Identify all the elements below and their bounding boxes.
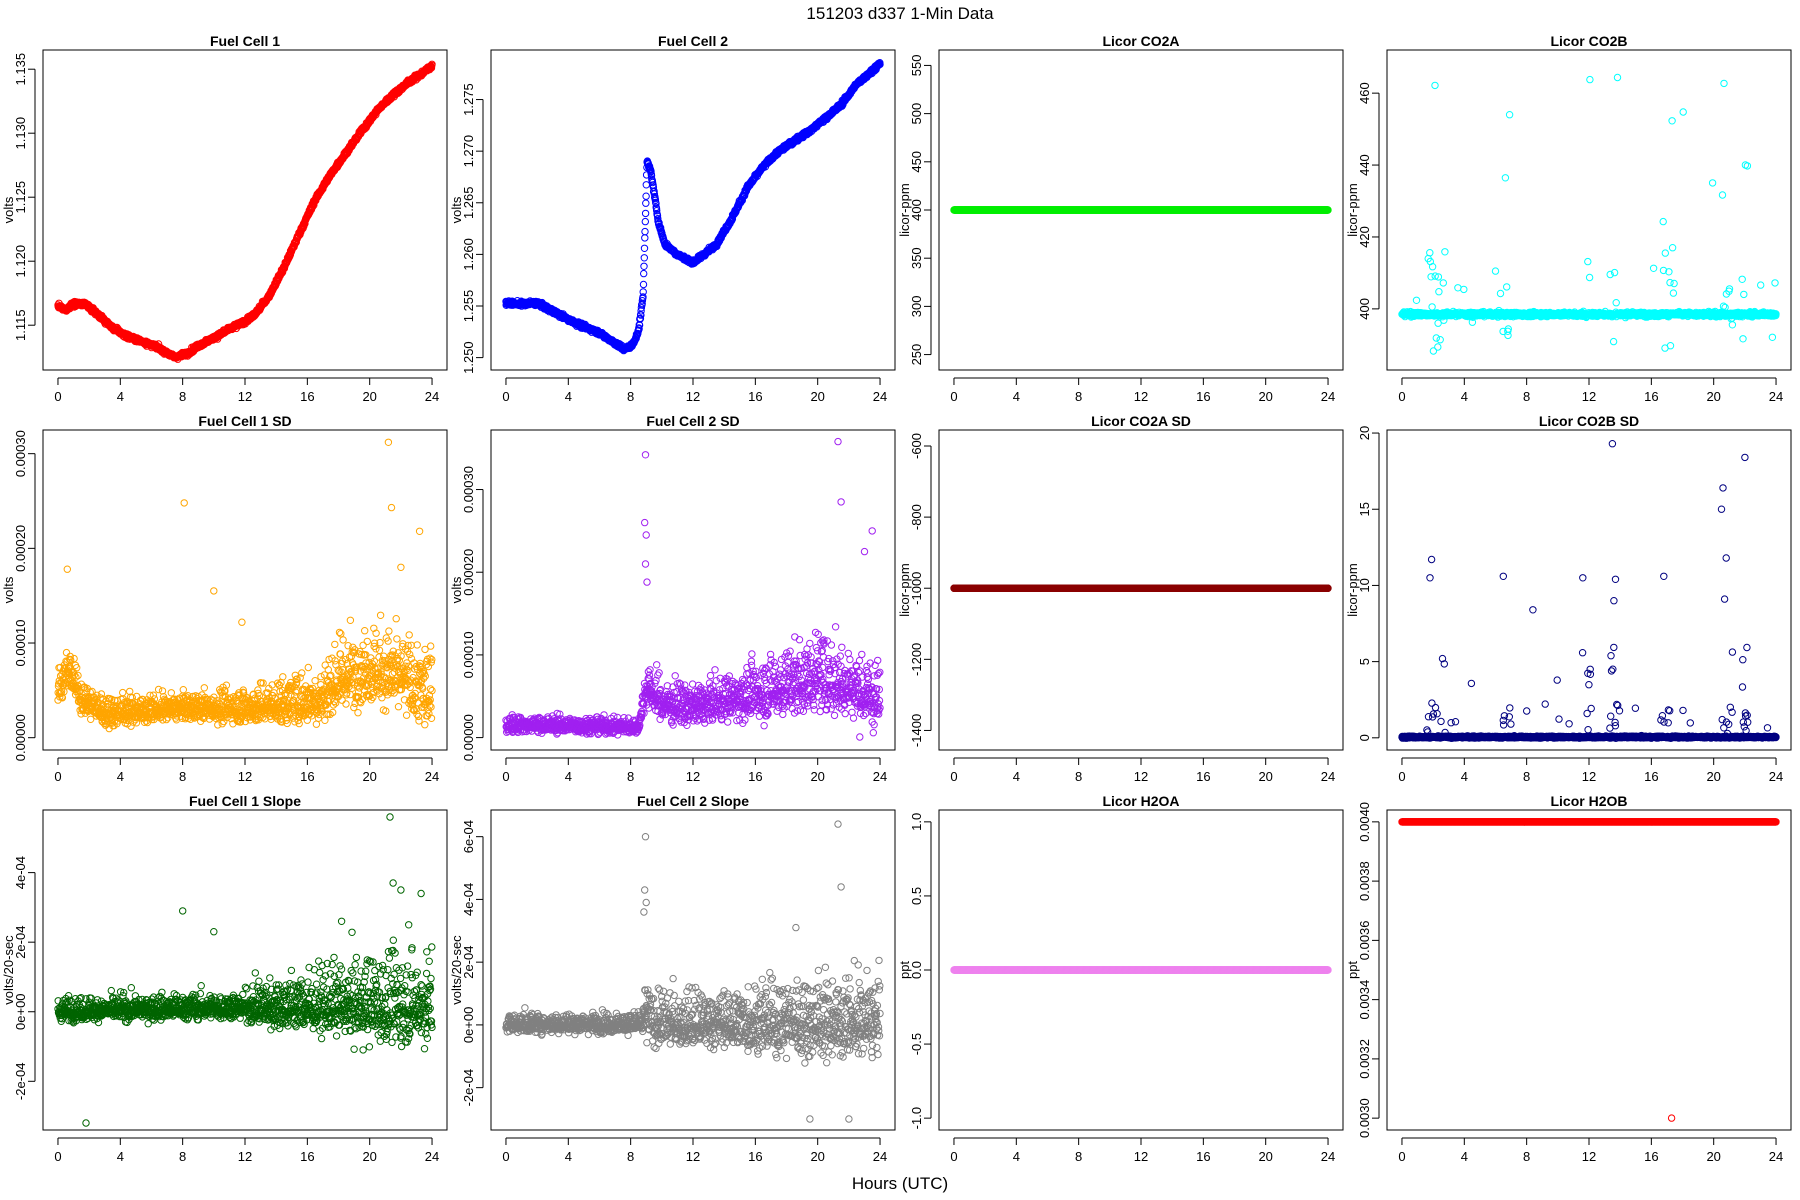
- data-point: [640, 244, 649, 253]
- data-point: [1436, 336, 1444, 344]
- data-point: [1435, 288, 1443, 296]
- data-point: [641, 227, 649, 236]
- data-point: [1503, 283, 1511, 291]
- x-tick-label: 8: [627, 389, 634, 404]
- y-tick-label: 1.130: [13, 117, 28, 150]
- data-point: [642, 199, 650, 207]
- x-tick-label: 8: [179, 389, 186, 404]
- data-point: [642, 181, 650, 189]
- x-tick-label: 4: [117, 389, 124, 404]
- x-tick-label: 0: [950, 389, 957, 404]
- x-tick-label: 8: [1075, 389, 1082, 404]
- x-tick-label: 12: [686, 389, 700, 404]
- x-tick-label: 16: [300, 389, 314, 404]
- y-tick-label: 350: [909, 247, 924, 269]
- point-cloud: [1398, 73, 1780, 355]
- x-tick-label: 24: [1321, 389, 1335, 404]
- data-point: [1501, 174, 1510, 182]
- y-tick-label: 1.255: [461, 290, 476, 323]
- y-tick-label: 450: [909, 151, 924, 173]
- figure-x-axis-title: Hours (UTC): [852, 1174, 948, 1193]
- x-tick-label: 4: [1013, 389, 1020, 404]
- data-point: [1434, 343, 1442, 351]
- point-cloud: [502, 59, 884, 355]
- data-point: [1426, 249, 1434, 257]
- y-tick-label: 1.120: [13, 245, 28, 278]
- x-tick-label: 4: [565, 389, 572, 404]
- y-tick-label: 300: [909, 296, 924, 318]
- data-point: [1431, 81, 1439, 90]
- x-tick-label: 0: [54, 389, 61, 404]
- panel-grid: Fuel Cell 1 volts 0 4 8 12 16 20 24 1.115 1.120 1.1…: [1, 33, 1792, 1164]
- data-point: [641, 217, 649, 226]
- panel-fuel-cell-1: Fuel Cell 1 volts 0 4 8 12 16 20 24 1.115 1.120 1.1…: [1, 33, 448, 404]
- data-point: [642, 192, 650, 200]
- y-tick-label: 1.125: [13, 181, 28, 214]
- data-point: [640, 269, 648, 278]
- plot-frame: [490, 49, 896, 371]
- data-point: [639, 280, 648, 289]
- y-tick-label: 250: [909, 344, 924, 366]
- data-point: [1491, 267, 1500, 275]
- x-tick-label: 16: [748, 389, 762, 404]
- data-point: [1428, 263, 1437, 271]
- y-tick-label: 400: [909, 199, 924, 221]
- data-point: [1439, 279, 1448, 287]
- point-cloud: [950, 206, 1332, 214]
- data-point: [1454, 284, 1462, 292]
- y-tick-label: 1.265: [461, 187, 476, 220]
- x-tick-label: 16: [1196, 389, 1210, 404]
- x-tick-label: 24: [873, 389, 887, 404]
- data-point: [640, 262, 648, 270]
- y-tick-label: 1.275: [461, 83, 476, 116]
- x-tick-label: 20: [810, 389, 824, 404]
- data-point: [641, 234, 649, 242]
- panel-title: Fuel Cell 2: [658, 33, 728, 49]
- y-axis-title: volts: [1, 196, 16, 223]
- figure-title: 151203 d337 1-Min Data: [806, 4, 994, 23]
- data-point: [640, 254, 648, 262]
- data-point: [641, 209, 650, 218]
- y-tick-label: 1.250: [461, 341, 476, 374]
- y-tick-label: 550: [909, 55, 924, 77]
- x-tick-label: 20: [362, 389, 376, 404]
- data-point: [1428, 303, 1436, 311]
- panel-title: Licor CO2A: [1102, 33, 1179, 49]
- x-tick-label: 24: [425, 389, 439, 404]
- x-tick-label: 0: [502, 389, 509, 404]
- data-point: [1412, 296, 1421, 304]
- point-cloud: [54, 60, 436, 363]
- x-tick-label: 20: [1258, 389, 1272, 404]
- x-tick-label: 12: [1134, 389, 1148, 404]
- data-point: [1441, 248, 1449, 256]
- panel-title: Fuel Cell 1: [210, 33, 280, 49]
- data-point: [1505, 111, 1514, 119]
- panel-title: Licor CO2B: [1550, 33, 1627, 49]
- y-tick-label: 500: [909, 103, 924, 125]
- data-point: [1496, 289, 1505, 298]
- x-tick-label: 12: [238, 389, 252, 404]
- y-tick-label: 1.260: [461, 238, 476, 271]
- y-tick-label: 1.115: [13, 309, 28, 341]
- data-point: [1504, 331, 1512, 340]
- data-point: [1460, 285, 1468, 294]
- y-tick-label: 1.135: [13, 53, 28, 86]
- y-tick-label: 1.270: [461, 135, 476, 168]
- data-point: [1432, 334, 1441, 342]
